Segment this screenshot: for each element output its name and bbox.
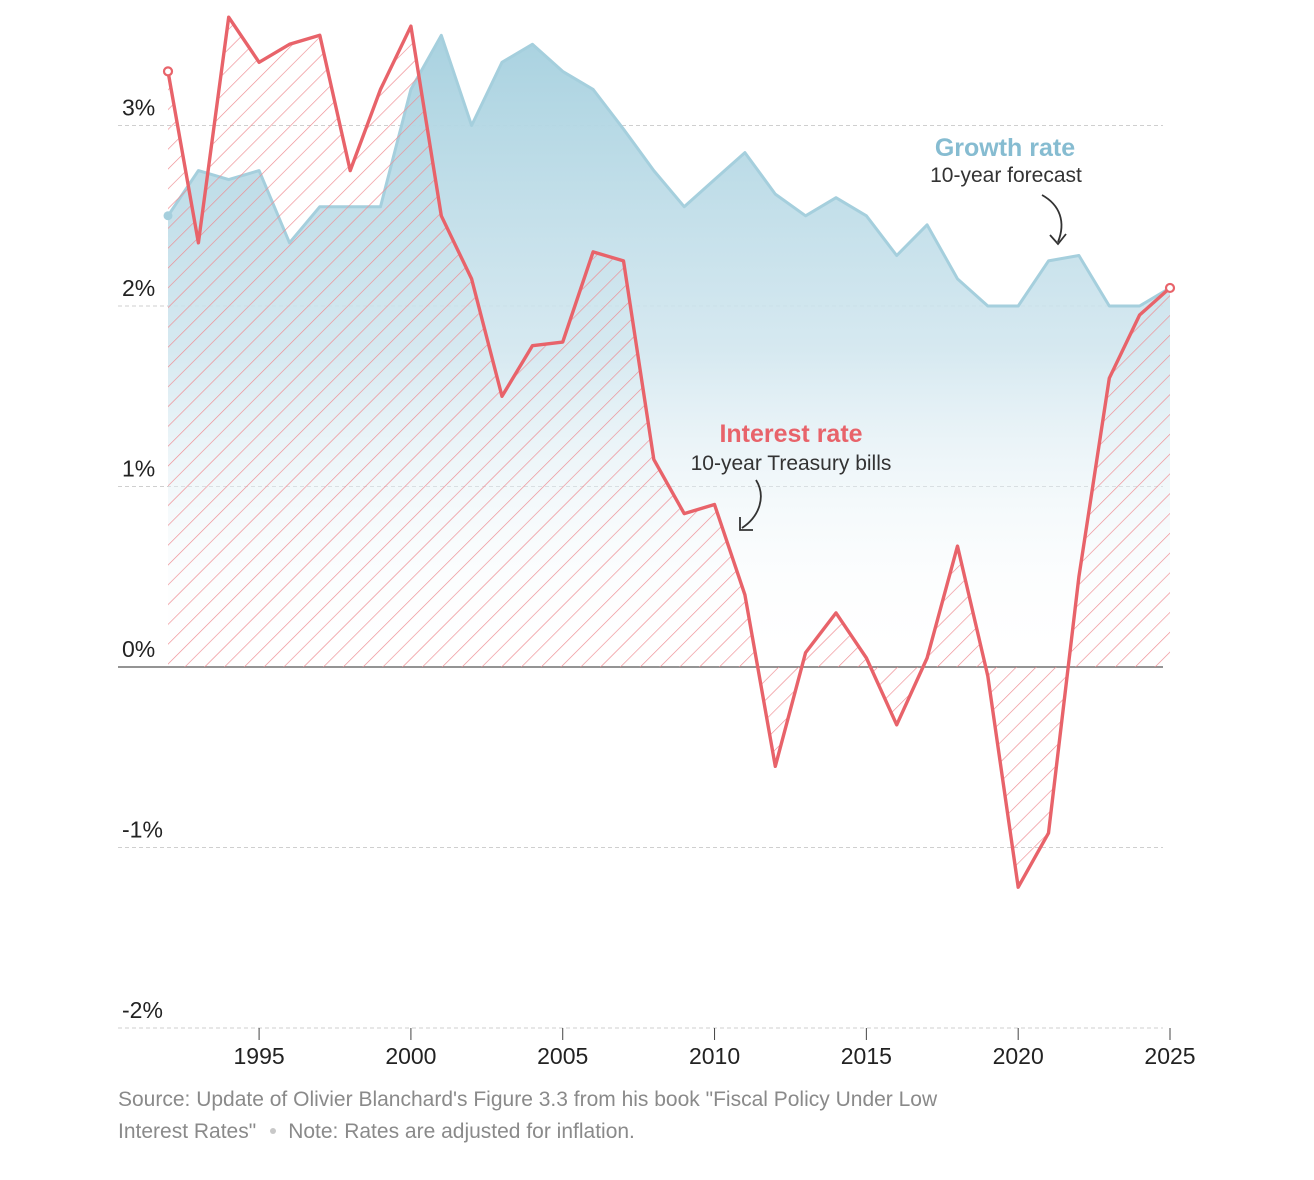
- growth-rate-label: Growth rate: [935, 134, 1075, 162]
- x-tick-label: 1995: [234, 1043, 285, 1069]
- y-tick-label: -1%: [122, 817, 163, 843]
- interest-rate-sublabel: 10-year Treasury bills: [691, 452, 892, 475]
- growth-annotation-arrow: [1041, 194, 1063, 243]
- x-tick-label: 2015: [841, 1043, 892, 1069]
- growth-rate-sublabel: 10-year forecast: [930, 164, 1082, 187]
- x-tick-label: 2000: [385, 1043, 436, 1069]
- y-tick-label: 1%: [122, 456, 155, 482]
- interest-rate-line: [166, 15, 1172, 889]
- x-tick-label: 2025: [1144, 1043, 1195, 1069]
- x-tick-label: 2010: [689, 1043, 740, 1069]
- chart-footer: Source: Update of Olivier Blanchard's Fi…: [118, 1084, 958, 1148]
- x-tick-label: 2005: [537, 1043, 588, 1069]
- interest-rate-annotation: Interest rate 10-year Treasury bills: [691, 420, 892, 531]
- chart: 3% 2% 1% 0% -1% -2% 1995 2000 2005 2010 2015 2020 2…: [118, 15, 1196, 1069]
- growth-annotation-arrowhead: [1049, 233, 1067, 246]
- axes: 1995 2000 2005 2010 2015 2020 2025: [234, 1028, 1196, 1069]
- interest-rate-label: Interest rate: [719, 420, 862, 448]
- separator-dot: [270, 1127, 277, 1134]
- y-tick-label: 0%: [122, 636, 155, 662]
- y-tick-label: 2%: [122, 275, 155, 301]
- inflation-note: Note: Rates are adjusted for inflation.: [288, 1120, 635, 1143]
- interest-rate-series: [162, 15, 1176, 889]
- growth-rate-annotation: Growth rate 10-year forecast: [930, 134, 1082, 246]
- y-tick-label: -2%: [122, 997, 163, 1023]
- interest-rate-hatch: [168, 17, 1170, 888]
- interest-start-dot: [162, 66, 174, 77]
- interest-annotation-arrow: [741, 479, 762, 529]
- source-note: Source: Update of Olivier Blanchard's Fi…: [118, 1088, 938, 1143]
- x-tick-label: 2020: [993, 1043, 1044, 1069]
- interest-annotation-arrowhead: [739, 517, 753, 531]
- y-tick-label: 3%: [122, 95, 155, 121]
- interest-end-dot: [1164, 282, 1176, 294]
